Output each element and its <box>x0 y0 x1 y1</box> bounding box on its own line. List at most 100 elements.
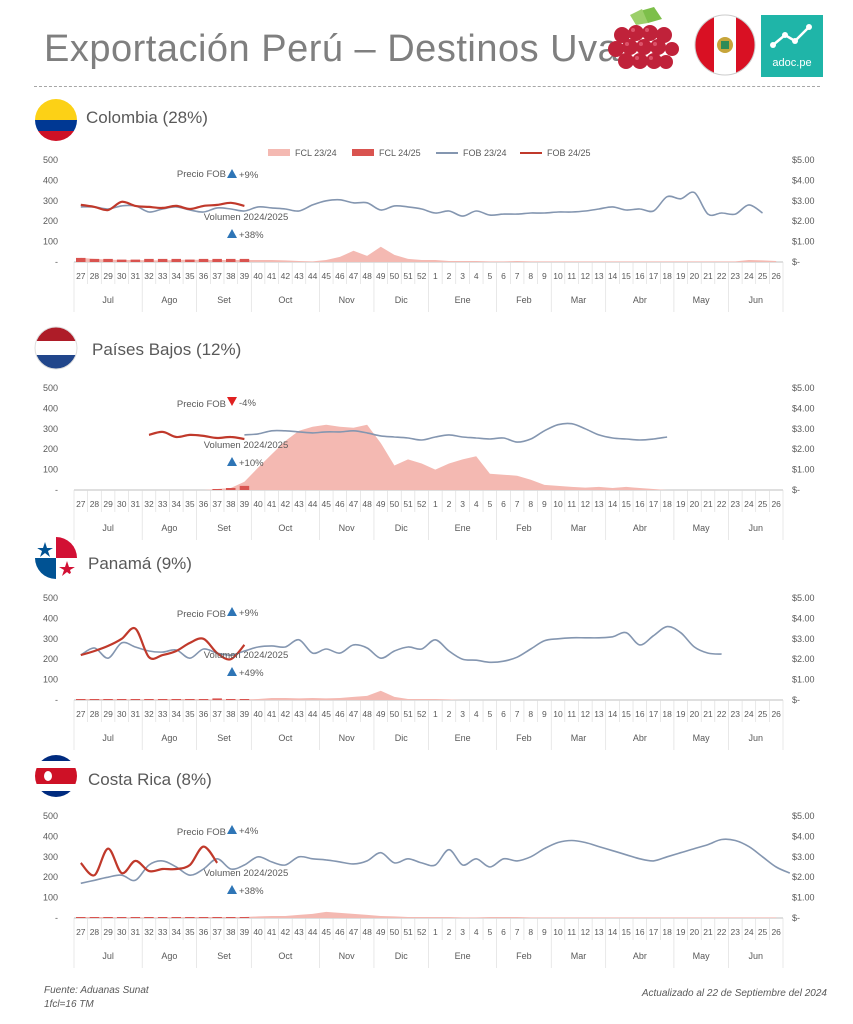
right-axis-tick: $1.00 <box>792 893 815 903</box>
volume-label: Volumen 2024/2025 <box>204 212 289 223</box>
week-label: 52 <box>417 709 427 719</box>
month-label: Jul <box>102 523 114 533</box>
week-label: 44 <box>308 927 318 937</box>
chart-colombia: FCL 23/24 FCL 24/25 FOB 23/24 FOB 24/25 500 $… <box>43 148 815 312</box>
week-label: 5 <box>487 271 492 281</box>
week-label: 14 <box>608 927 618 937</box>
week-label: 37 <box>212 271 222 281</box>
month-label: Oct <box>278 295 293 305</box>
month-label: Abr <box>633 295 647 305</box>
week-label: 10 <box>553 271 563 281</box>
week-label: 15 <box>621 271 631 281</box>
month-label: Dic <box>395 951 408 961</box>
chart-costa-rica: 500 $5.00 400 $4.00 300 $3.00 200 $2.00 100 $1.00… <box>43 811 815 968</box>
left-axis-tick: - <box>55 485 58 495</box>
week-label: 41 <box>267 709 277 719</box>
week-label: 13 <box>594 271 604 281</box>
week-label: 38 <box>226 271 236 281</box>
week-label: 42 <box>281 709 291 719</box>
week-label: 1 <box>433 271 438 281</box>
fcl-2425-bar <box>76 917 86 918</box>
month-label: Set <box>217 951 231 961</box>
fcl-2425-bar <box>171 917 181 918</box>
week-label: 26 <box>771 499 781 509</box>
week-label: 45 <box>322 927 332 937</box>
left-axis-tick: 500 <box>43 593 58 603</box>
country-title: Colombia (28%) <box>86 108 208 127</box>
week-label: 33 <box>158 709 168 719</box>
week-label: 1 <box>433 927 438 937</box>
price-up-arrow-icon <box>227 169 237 178</box>
week-label: 26 <box>771 271 781 281</box>
week-label: 2 <box>447 499 452 509</box>
week-label: 38 <box>226 709 236 719</box>
week-label: 5 <box>487 927 492 937</box>
month-label: Feb <box>516 951 532 961</box>
left-axis-tick: 400 <box>43 403 58 413</box>
week-label: 40 <box>253 271 263 281</box>
fcl-2425-bar <box>144 258 154 262</box>
week-label: 9 <box>542 271 547 281</box>
week-label: 4 <box>474 927 479 937</box>
right-axis-tick: $2.00 <box>792 654 815 664</box>
panel-costa-rica: Costa Rica (8%) 500 $5.00 400 $4.00 300 $3.00… <box>0 752 853 974</box>
week-label: 6 <box>501 709 506 719</box>
week-label: 44 <box>308 271 318 281</box>
week-label: 25 <box>758 499 768 509</box>
month-label: Ago <box>161 733 177 743</box>
week-label: 52 <box>417 499 427 509</box>
fcl-2425-bar <box>198 258 209 262</box>
week-label: 17 <box>649 709 659 719</box>
month-label: Mar <box>571 523 587 533</box>
week-label: 3 <box>460 271 465 281</box>
week-label: 41 <box>267 271 277 281</box>
left-axis-tick: 100 <box>43 465 58 475</box>
week-label: 45 <box>322 499 332 509</box>
week-label: 8 <box>528 271 533 281</box>
month-label: Dic <box>395 733 408 743</box>
left-axis-tick: 500 <box>43 811 58 821</box>
week-label: 16 <box>635 271 645 281</box>
fcl-2425-bar <box>130 259 141 262</box>
week-label: 47 <box>349 499 359 509</box>
price-label: Precio FOB <box>177 609 226 620</box>
week-label: 49 <box>376 499 386 509</box>
fcl-2425-bar <box>157 699 168 700</box>
week-label: 49 <box>376 709 386 719</box>
price-down-arrow-icon <box>227 397 237 406</box>
volume-label: Volumen 2024/2025 <box>204 868 289 879</box>
month-label: Jun <box>748 951 763 961</box>
left-axis-tick: 300 <box>43 852 58 862</box>
price-label: Precio FOB <box>177 399 226 410</box>
week-label: 19 <box>676 709 686 719</box>
adoc-logo[interactable]: adoc.pe <box>761 15 823 77</box>
week-label: 35 <box>185 271 195 281</box>
month-label: Set <box>217 523 231 533</box>
month-label: Ene <box>455 295 471 305</box>
week-label: 22 <box>717 709 727 719</box>
legend-label: FOB 23/24 <box>463 148 507 158</box>
adoc-logo-text: adoc.pe <box>772 57 812 69</box>
week-label: 17 <box>649 499 659 509</box>
right-axis-tick: $4.00 <box>792 403 815 413</box>
week-label: 27 <box>76 709 86 719</box>
month-label: Feb <box>516 295 532 305</box>
left-axis-tick: 100 <box>43 237 58 247</box>
month-label: Ene <box>455 523 471 533</box>
fcl-2425-bar <box>198 917 209 918</box>
fcl-2425-bar <box>116 699 127 700</box>
colombia-flag-icon <box>35 99 77 141</box>
price-change-value: -4% <box>239 398 256 409</box>
week-label: 7 <box>515 271 520 281</box>
week-label: 24 <box>744 709 754 719</box>
week-label: 7 <box>515 709 520 719</box>
month-label: Jun <box>748 523 763 533</box>
week-label: 2 <box>447 927 452 937</box>
right-axis-tick: $5.00 <box>792 593 815 603</box>
week-label: 29 <box>103 271 113 281</box>
week-label: 43 <box>294 709 304 719</box>
week-label: 42 <box>281 271 291 281</box>
volume-up-arrow-icon <box>227 229 237 238</box>
week-label: 13 <box>594 709 604 719</box>
month-label: Ago <box>161 295 177 305</box>
